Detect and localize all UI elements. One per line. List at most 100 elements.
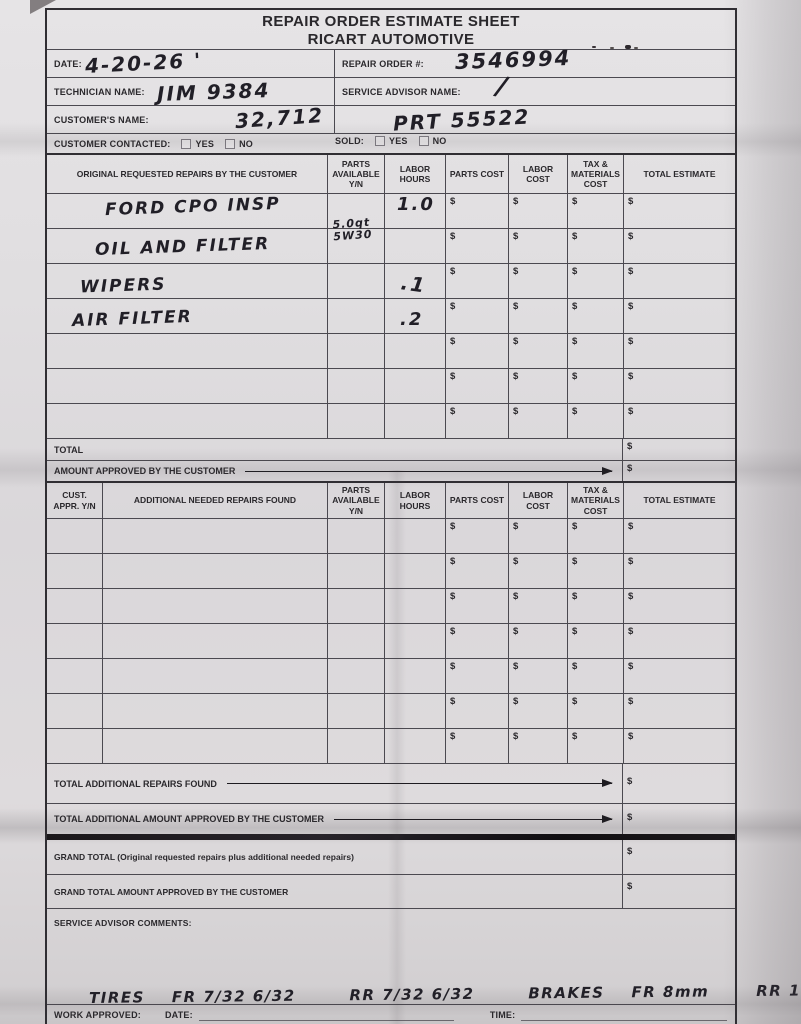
table-row: WIPERS .1 $ $ $ $ [47, 264, 735, 299]
customer-contacted-label: CUSTOMER CONTACTED: [54, 138, 171, 149]
dollar-sign: $ [513, 196, 519, 207]
table-row: $ $ $ $ [47, 404, 735, 439]
total-additional-row: TOTAL ADDITIONAL REPAIRS FOUND $ [47, 764, 735, 804]
dollar-sign: $ [628, 231, 634, 242]
total-additional-approved-label: TOTAL ADDITIONAL AMOUNT APPROVED BY THE … [54, 814, 325, 824]
table-row: $ $ $ $ [47, 659, 735, 694]
technician-label: TECHNICIAN NAME: [54, 87, 145, 97]
column-header-total-estimate: TOTAL ESTIMATE [643, 495, 716, 506]
po-field: PRT 55522 [335, 104, 735, 136]
time-signature-line [521, 1010, 727, 1021]
service-advisor-label: SERVICE ADVISOR NAME: [342, 87, 461, 97]
dollar-sign: $ [513, 301, 519, 312]
info-section: DATE: 4-20-26 ' REPAIR ORDER #: 3546994 … [47, 46, 735, 136]
customer-contacted-yes-label: YES [195, 138, 215, 149]
column-header-parts-cost: PARTS COST [446, 155, 509, 193]
dollar-sign: $ [627, 776, 633, 787]
dollar-sign: $ [628, 521, 634, 532]
dollar-sign: $ [572, 406, 578, 417]
original-repairs-header: ORIGINAL REQUESTED REPAIRS BY THE CUSTOM… [47, 155, 735, 194]
section-divider [47, 834, 735, 840]
dollar-sign: $ [450, 591, 456, 602]
repair-order-form: REPAIR ORDER ESTIMATE SHEET RICART AUTOM… [45, 8, 801, 1024]
original-repairs-table: ORIGINAL REQUESTED REPAIRS BY THE CUSTOM… [47, 155, 735, 483]
dollar-sign: $ [628, 371, 634, 382]
grand-total-approved-row: GRAND TOTAL AMOUNT APPROVED BY THE CUSTO… [47, 875, 735, 909]
dollar-sign: $ [513, 731, 519, 742]
table-row: OIL AND FILTER 5.0qt 5W30 $ $ $ $ [47, 216, 735, 264]
column-header-tax-materials: TAX & MATERIALS COST [568, 483, 624, 518]
form-title: REPAIR ORDER ESTIMATE SHEET RICART AUTOM… [47, 10, 735, 50]
repair-order-field: REPAIR ORDER #: 3546994 [335, 46, 735, 78]
repair-order-handwriting: 3546994 [454, 45, 572, 75]
dollar-sign: $ [628, 731, 634, 742]
table-row: AIR FILTER .2 $ $ $ $ [47, 299, 735, 334]
dollar-sign: $ [513, 371, 519, 382]
technician-field: TECHNICIAN NAME: JIM 9384 [47, 78, 335, 106]
column-header-labor-cost: LABOR COST [509, 483, 568, 518]
dollar-sign: $ [572, 266, 578, 277]
column-header-labor-hours: LABOR HOURS [385, 483, 446, 518]
amount-approved-label: AMOUNT APPROVED BY THE CUSTOMER [54, 466, 236, 476]
dollar-sign: $ [627, 812, 633, 823]
dollar-sign: $ [450, 661, 456, 672]
dollar-sign: $ [572, 521, 578, 532]
comments-handwriting: TIRES FR 7/32 6/32 RR 7/32 6/32 BRAKES F… [88, 981, 801, 1007]
column-header-total-estimate: TOTAL ESTIMATE [643, 168, 716, 179]
work-approved-date-label: DATE: [164, 1010, 193, 1020]
dollar-sign: $ [513, 556, 519, 567]
dollar-sign: $ [572, 626, 578, 637]
table-row: $ $ $ $ [47, 729, 735, 764]
service-advisor-comments-label: SERVICE ADVISOR COMMENTS: [54, 918, 192, 928]
dollar-sign: $ [628, 556, 634, 567]
po-handwriting: PRT 55522 [392, 104, 531, 136]
dollar-sign: $ [450, 336, 456, 347]
dollar-sign: $ [628, 406, 634, 417]
grand-total-label: GRAND TOTAL (Original requested repairs … [54, 852, 354, 862]
column-header-labor-cost: LABOR COST [509, 155, 568, 193]
table-row: $ $ $ $ [47, 334, 735, 369]
sold-no-label: NO [432, 135, 447, 146]
dollar-sign: $ [572, 556, 578, 567]
customer-contacted-no-label: NO [239, 138, 253, 149]
dollar-sign: $ [513, 661, 519, 672]
dollar-sign: $ [628, 301, 634, 312]
contact-row: CUSTOMER CONTACTED: YES NO SOLD: YES NO [47, 134, 735, 155]
dollar-sign: $ [450, 731, 456, 742]
dollar-sign: $ [513, 336, 519, 347]
grand-total-approved-label: GRAND TOTAL AMOUNT APPROVED BY THE CUSTO… [54, 886, 289, 897]
dollar-sign: $ [450, 301, 456, 312]
dollar-sign: $ [450, 626, 456, 637]
form-title-line1: REPAIR ORDER ESTIMATE SHEET [262, 13, 520, 30]
dollar-sign: $ [513, 521, 519, 532]
customer-contacted-no-checkbox [225, 138, 236, 149]
dollar-sign: $ [513, 231, 519, 242]
column-header-labor-hours: LABOR HOURS [385, 155, 446, 193]
column-header-additional-repairs: ADDITIONAL NEEDED REPAIRS FOUND [103, 483, 328, 518]
dollar-sign: $ [513, 406, 519, 417]
repair-order-label: REPAIR ORDER #: [342, 59, 424, 69]
date-label: DATE: [54, 59, 82, 69]
dollar-sign: $ [627, 846, 633, 857]
table-row: $ $ $ $ [47, 589, 735, 624]
sold-yes-checkbox [375, 135, 385, 146]
work-approved-time-label: TIME: [489, 1010, 516, 1020]
dollar-sign: $ [627, 463, 633, 474]
repair-handwriting: AIR FILTER [71, 306, 194, 332]
table-row: FORD CPO INSP 1.0 $ $ $ $ [47, 194, 735, 229]
labor-hours-handwriting: .1 [399, 270, 429, 298]
dollar-sign: $ [513, 266, 519, 277]
dollar-sign: $ [513, 626, 519, 637]
work-approved-label: WORK APPROVED: [54, 1010, 141, 1020]
service-advisor-field: SERVICE ADVISOR NAME: / [335, 71, 735, 106]
sold-group: SOLD: YES NO [335, 135, 447, 146]
dollar-sign: $ [450, 696, 456, 707]
parts-grade: 5W30 [332, 227, 373, 244]
dollar-sign: $ [450, 196, 456, 207]
column-header-tax-materials: TAX & MATERIALS COST [568, 155, 624, 193]
arrow-line [226, 779, 614, 787]
customer-name-handwriting: 32,712 [234, 102, 325, 134]
date-handwriting: 4-20-26 ' [84, 47, 203, 79]
repair-handwriting: WIPERS [79, 274, 167, 298]
dollar-sign: $ [572, 591, 578, 602]
